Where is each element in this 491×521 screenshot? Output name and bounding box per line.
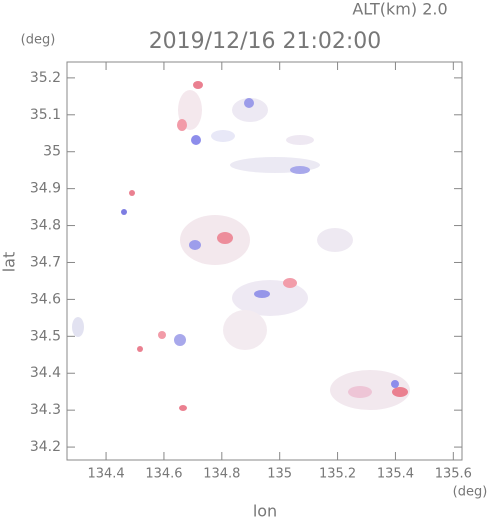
- x-tick-label: 134.4: [87, 467, 124, 482]
- y-tick-label: 35.1: [30, 107, 61, 123]
- x-axis-label: lon: [253, 502, 277, 521]
- x-tick-label: 134.6: [145, 467, 182, 482]
- x-tick-label: 135.2: [319, 467, 356, 482]
- y-unit: (deg): [21, 33, 56, 48]
- x-tick-label: 134.8: [203, 467, 240, 482]
- x-tick-label: 135: [267, 467, 292, 482]
- y-tick-label: 35.2: [30, 70, 61, 86]
- y-tick-label: 34.8: [30, 218, 61, 234]
- x-unit: (deg): [453, 485, 488, 500]
- echo-field: [72, 81, 410, 411]
- y-tick-label: 34.3: [30, 402, 61, 418]
- y-tick-label: 34.4: [30, 365, 61, 381]
- y-tick-label: 34.5: [30, 328, 61, 344]
- y-axis-label: lat: [0, 252, 19, 273]
- y-tick-label: 34.2: [30, 439, 61, 455]
- y-tick-label: 35: [43, 144, 61, 160]
- subtitle: ALT(km) 2.0: [352, 0, 447, 19]
- x-tick-label: 135.4: [377, 467, 414, 482]
- chart-title: 2019/12/16 21:02:00: [149, 29, 382, 54]
- y-tick-label: 34.9: [30, 181, 61, 197]
- y-tick-label: 34.6: [30, 291, 61, 307]
- plot-frame: [66, 61, 463, 461]
- y-tick-label: 34.7: [30, 254, 61, 270]
- x-tick-label: 135.6: [435, 467, 472, 482]
